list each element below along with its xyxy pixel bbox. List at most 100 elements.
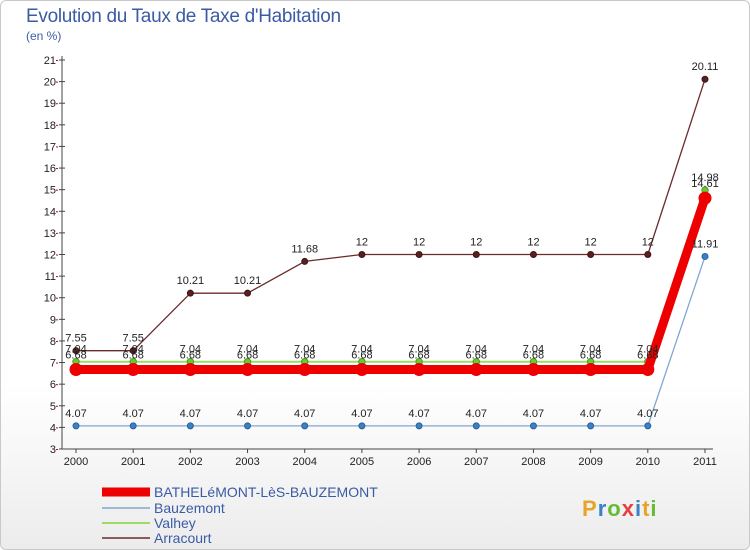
data-point-3: [186, 289, 194, 297]
y-tick-label: 12: [44, 250, 56, 262]
x-tick-label: 2003: [235, 456, 259, 468]
data-label-2: 14.98: [691, 172, 719, 184]
x-tick-label: 2001: [121, 456, 145, 468]
y-tick-label: 20: [44, 77, 56, 89]
data-label-2: 7.04: [65, 344, 86, 356]
y-tick-label: 10: [44, 293, 56, 305]
data-label-2: 7.04: [180, 344, 201, 356]
data-point-3: [472, 251, 480, 258]
data-label-2: 7.04: [294, 344, 315, 356]
y-tick-label: 4: [50, 422, 56, 434]
data-label-1: 4.07: [351, 408, 372, 420]
data-label-0: 14.61: [691, 178, 719, 190]
x-tick-label: 2011: [693, 456, 717, 468]
data-label-1: 4.07: [180, 408, 201, 420]
data-label-1: 4.07: [637, 408, 658, 420]
legend-label-2: Valhey: [154, 515, 196, 531]
data-label-0: 6.68: [637, 349, 658, 361]
y-tick-label: 9: [50, 314, 56, 326]
data-label-0: 6.68: [580, 349, 601, 361]
data-label-2: 7.04: [523, 344, 544, 356]
y-tick-label: 17: [44, 141, 56, 153]
data-label-0: 6.68: [237, 349, 258, 361]
data-point-1: [587, 422, 595, 430]
data-label-3: 12: [470, 237, 482, 249]
data-point-3: [72, 347, 80, 355]
data-point-3: [529, 251, 537, 258]
chart-title: Evolution du Taux de Taxe d'Habitation: [26, 6, 341, 27]
data-label-0: 6.68: [122, 349, 143, 361]
data-point-0: [526, 362, 540, 376]
x-tick-label: 2008: [521, 456, 545, 468]
data-point-3: [701, 75, 709, 83]
data-label-0: 6.68: [351, 349, 372, 361]
data-point-1: [472, 422, 480, 430]
data-label-1: 4.07: [294, 408, 315, 420]
x-tick-label: 2004: [292, 456, 316, 468]
series-line-3: [76, 79, 706, 352]
y-tick-label: 16: [44, 163, 56, 175]
data-label-3: 7.55: [122, 333, 143, 345]
y-tick-label: 18: [44, 120, 56, 132]
data-label-1: 4.07: [466, 408, 487, 420]
x-tick-label: 2010: [636, 456, 660, 468]
y-tick-label: 21: [44, 55, 56, 67]
y-tick-label: 5: [50, 401, 56, 413]
data-point-0: [298, 362, 312, 376]
data-label-0: 6.68: [408, 349, 429, 361]
data-point-3: [358, 251, 366, 258]
data-point-1: [701, 252, 709, 260]
data-point-1: [529, 422, 537, 430]
data-point-0: [641, 362, 655, 376]
y-tick-label: 13: [44, 228, 56, 240]
data-point-1: [301, 422, 309, 430]
y-tick-label: 7: [50, 358, 56, 370]
proxiti-logo: Proxiti: [582, 496, 658, 521]
data-label-2: 7.04: [408, 344, 429, 356]
data-point-0: [183, 362, 197, 376]
data-point-3: [415, 251, 423, 258]
chart-subtitle: (en %): [26, 29, 62, 43]
data-label-0: 6.68: [294, 349, 315, 361]
data-label-3: 12: [527, 237, 539, 249]
x-tick-label: 2007: [464, 456, 488, 468]
data-point-1: [129, 422, 137, 430]
data-point-0: [355, 362, 369, 376]
data-label-3: 20.11: [692, 61, 719, 73]
x-tick-label: 2000: [64, 456, 88, 468]
data-label-1: 11.91: [692, 238, 719, 250]
data-label-1: 4.07: [408, 408, 429, 420]
y-tick-label: 3: [50, 444, 56, 456]
data-label-3: 12: [642, 237, 654, 249]
y-tick-label: 15: [44, 185, 56, 197]
series-line-1: [76, 256, 706, 427]
data-label-0: 6.68: [523, 349, 544, 361]
x-tick-label: 2006: [407, 456, 431, 468]
data-point-1: [186, 422, 194, 430]
data-point-1: [415, 422, 423, 430]
series-line-0: [76, 196, 710, 374]
data-point-0: [469, 362, 483, 376]
data-label-1: 4.07: [122, 408, 143, 420]
data-point-1: [244, 422, 252, 430]
data-label-2: 7.04: [580, 344, 601, 356]
data-label-1: 4.07: [523, 408, 544, 420]
data-label-3: 12: [356, 237, 368, 249]
y-tick-label: 6: [50, 379, 56, 391]
data-label-3: 7.55: [65, 333, 86, 345]
data-label-1: 4.07: [65, 408, 86, 420]
data-label-0: 6.68: [466, 349, 487, 361]
data-point-0: [69, 362, 83, 376]
data-label-3: 10.21: [234, 275, 262, 287]
y-tick-label: 11: [45, 271, 56, 283]
x-tick-label: 2002: [178, 456, 202, 468]
legend-label-3: Arracourt: [154, 530, 212, 546]
data-point-0: [698, 191, 712, 205]
series-line-2: [76, 189, 706, 363]
data-label-2: 7.04: [122, 344, 143, 356]
y-tick-label: 8: [50, 336, 56, 348]
data-label-3: 12: [413, 237, 425, 249]
data-point-3: [301, 257, 309, 265]
